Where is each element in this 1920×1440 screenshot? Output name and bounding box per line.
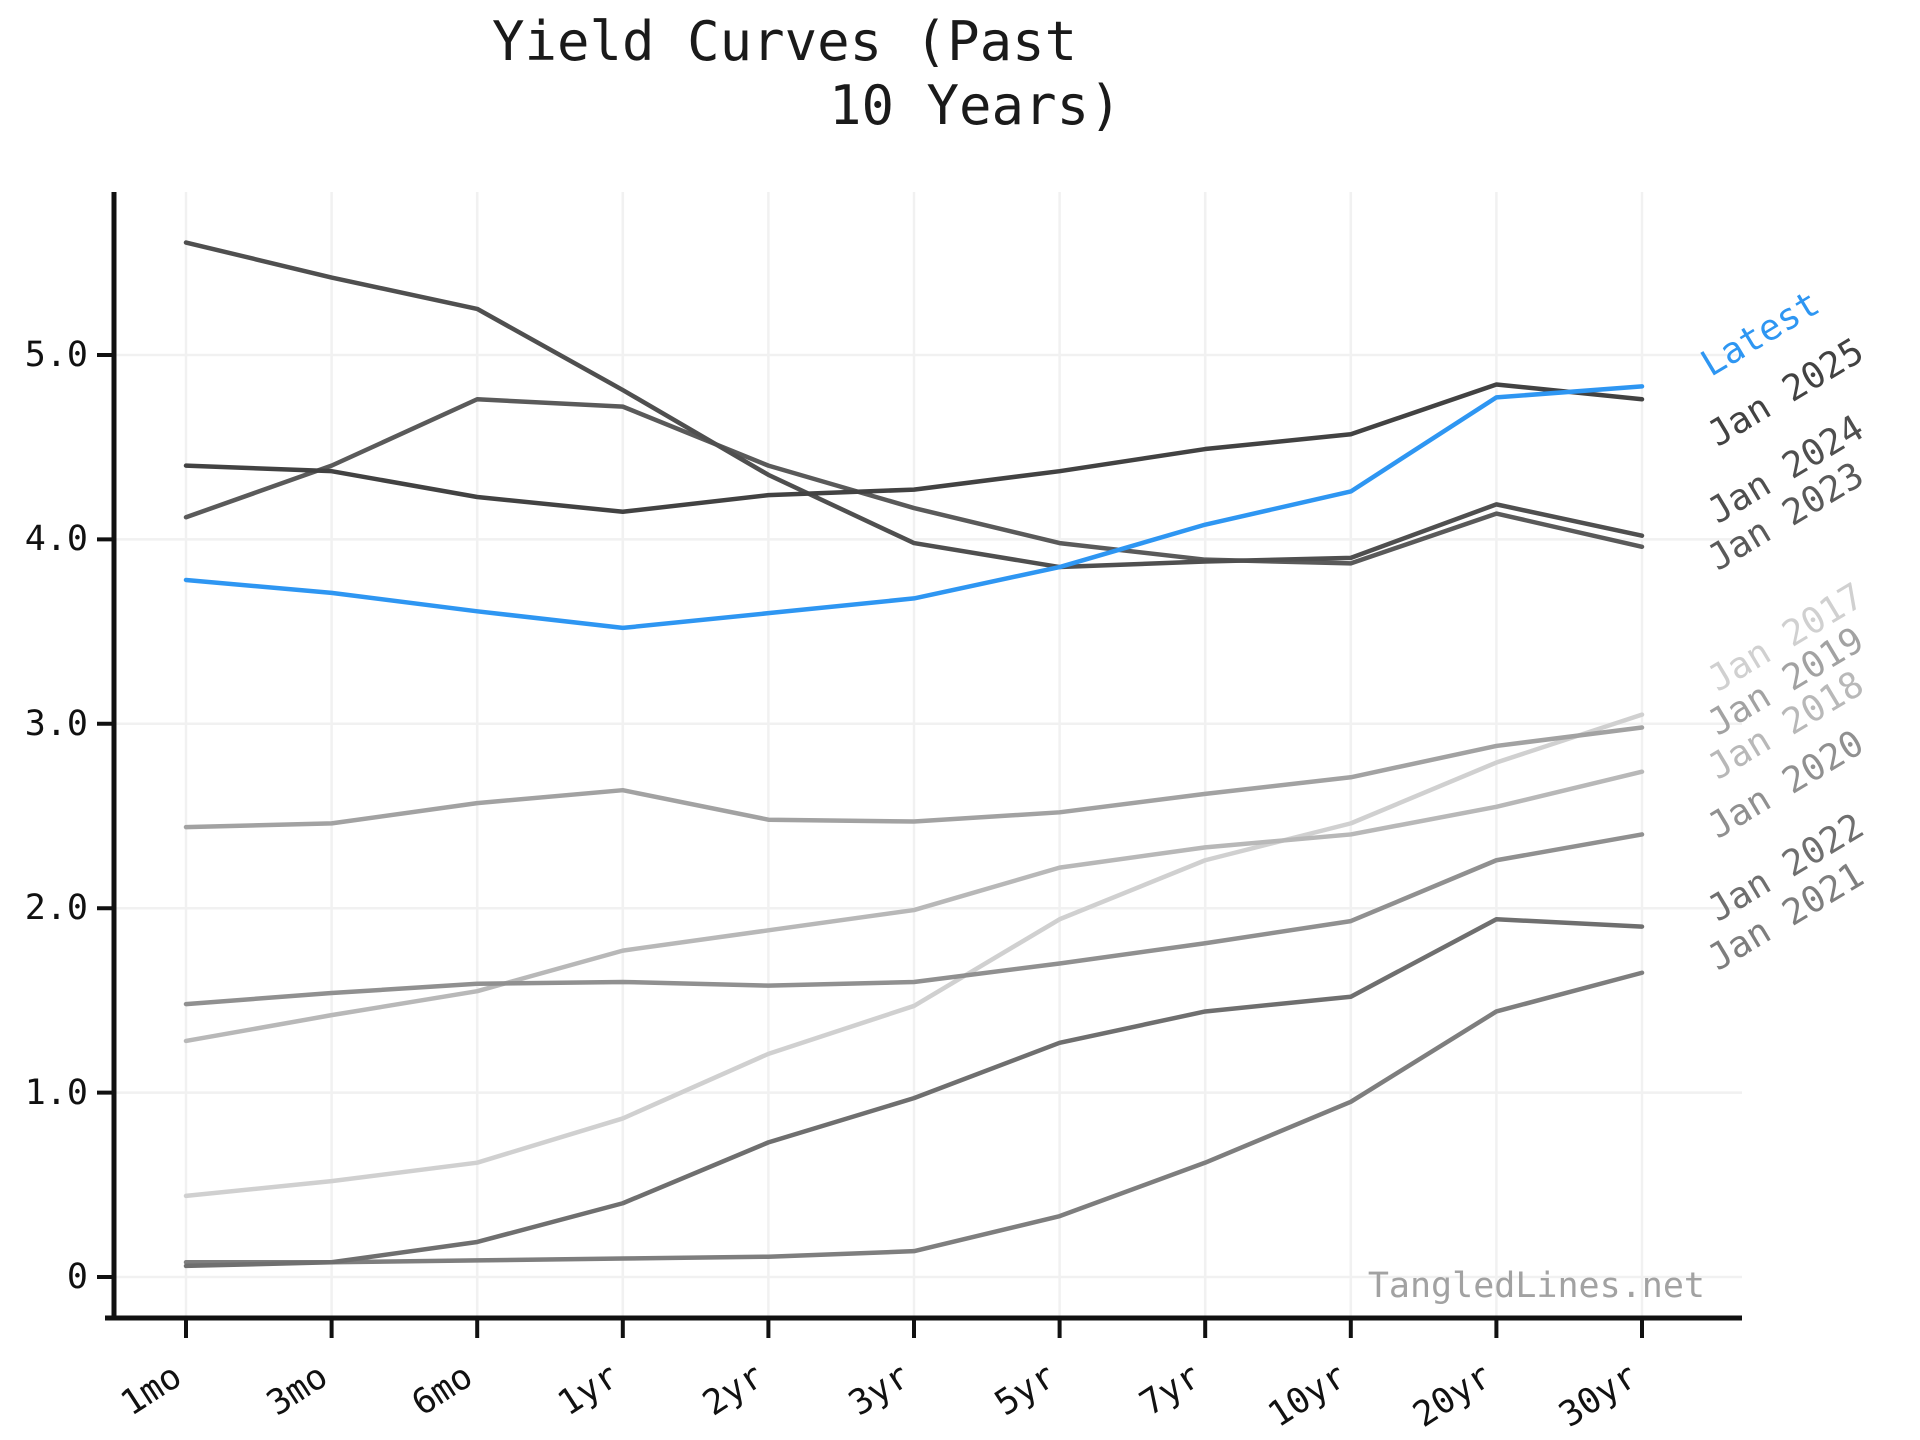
y-tick-label-5.0: 5.0 xyxy=(24,335,88,375)
watermark: TangledLines.net xyxy=(1367,1266,1705,1306)
series-line-jan-2018 xyxy=(183,769,1645,1044)
series-line-jan-2021 xyxy=(183,970,1645,1265)
series-line-jan-2020 xyxy=(183,832,1645,1007)
chart-title-line-2: 10 Years) xyxy=(829,74,1122,137)
y-tick-label-1.0: 1.0 xyxy=(24,1072,88,1113)
series-line-jan-2022 xyxy=(183,917,1645,1269)
series-line-jan-2019 xyxy=(183,725,1645,830)
series-line-jan-2023 xyxy=(183,397,1645,566)
y-tick-label-2.0: 2.0 xyxy=(24,888,88,929)
y-tick-label-0: 0 xyxy=(66,1257,88,1297)
series-line-jan-2017 xyxy=(183,712,1645,1199)
series-line-latest xyxy=(183,384,1645,631)
series-line-jan-2024 xyxy=(183,240,1645,570)
chart-title-line-1: Yield Curves (Past xyxy=(492,10,1078,73)
series-line-jan-2025 xyxy=(183,382,1645,514)
y-tick-label-4.0: 4.0 xyxy=(24,519,88,560)
y-tick-label-3.0: 3.0 xyxy=(24,703,88,744)
